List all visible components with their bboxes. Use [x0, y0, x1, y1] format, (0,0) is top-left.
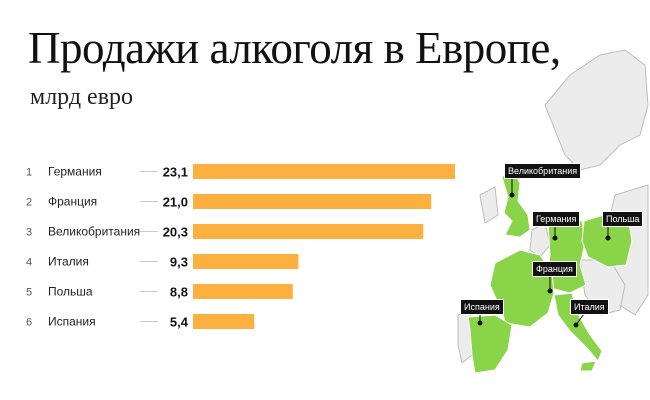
map-land-north: [544, 49, 649, 171]
chart-title: Продажи алкоголя в Европе,: [28, 23, 561, 73]
map-label-france: Франция: [532, 261, 577, 277]
rank-label: 2: [26, 197, 32, 209]
country-uk: [501, 168, 531, 238]
rank-label: 4: [26, 257, 32, 269]
bar-chart: 1 Германия 23,1 2 Франция 21,0 3 Великобритания…: [26, 164, 455, 330]
europe-map: [457, 49, 649, 374]
bar: [193, 194, 432, 209]
category-label: Германия: [48, 165, 102, 179]
bar: [193, 254, 299, 269]
value-label: 20,3: [163, 225, 188, 240]
value-label: 5,4: [170, 315, 189, 330]
bar: [193, 284, 293, 299]
map-land-benelux: [529, 222, 551, 258]
rank-label: 5: [26, 287, 32, 299]
rank-label: 1: [26, 167, 32, 179]
category-label: Польша: [48, 285, 93, 299]
country-italy-sicily: [579, 360, 597, 372]
value-label: 21,0: [163, 195, 188, 210]
bar: [193, 314, 255, 329]
map-label-spain: Испания: [460, 299, 504, 315]
map-label-uk: Великобритания: [504, 163, 582, 179]
rank-label: 6: [26, 317, 32, 329]
map-label-italy: Италия: [570, 299, 609, 315]
value-label: 8,8: [170, 285, 188, 300]
category-label: Испания: [48, 315, 96, 329]
value-label: 9,3: [170, 255, 188, 270]
bar: [193, 224, 424, 239]
country-spain: [467, 314, 513, 374]
rank-label: 3: [26, 227, 32, 239]
value-label: 23,1: [163, 165, 188, 180]
category-label: Великобритания: [48, 225, 140, 239]
bar: [193, 164, 455, 179]
chart-subtitle: млрд евро: [30, 84, 134, 110]
map-label-germany: Германия: [532, 211, 581, 227]
category-label: Франция: [48, 195, 97, 209]
category-label: Италия: [48, 255, 89, 269]
map-land-ireland: [479, 186, 499, 224]
map-label-poland: Польша: [602, 211, 644, 227]
